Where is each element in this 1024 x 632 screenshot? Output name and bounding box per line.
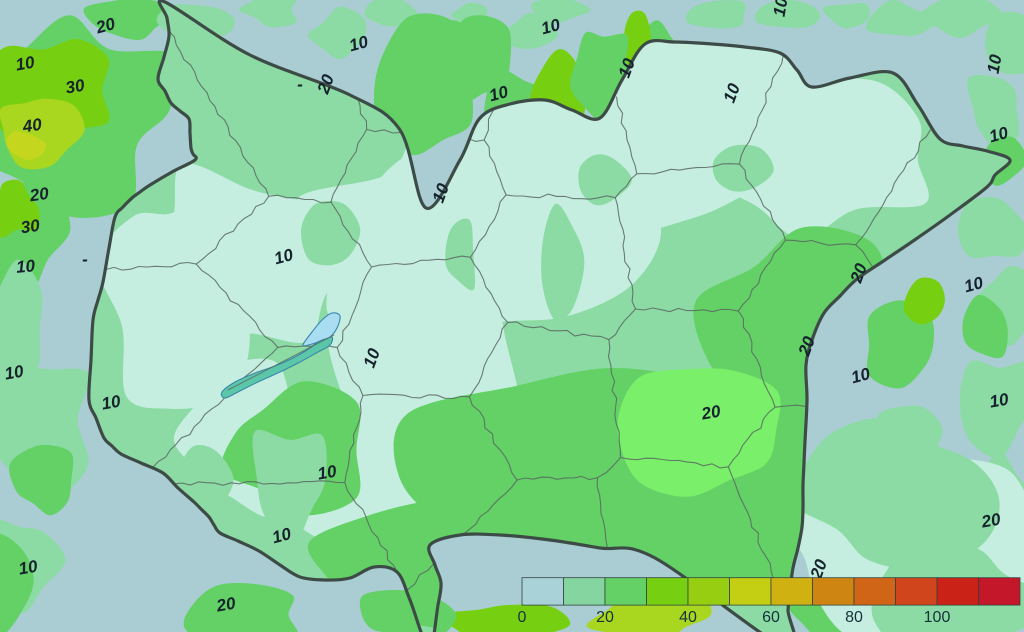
svg-text:100: 100 xyxy=(924,609,951,626)
svg-text:10: 10 xyxy=(770,0,792,18)
svg-text:60: 60 xyxy=(762,609,780,626)
svg-text:20: 20 xyxy=(214,593,237,615)
svg-text:-: - xyxy=(297,75,303,94)
svg-text:30: 30 xyxy=(64,75,86,97)
svg-text:10: 10 xyxy=(984,53,1006,75)
svg-text:20: 20 xyxy=(699,401,722,423)
svg-text:10: 10 xyxy=(316,461,338,483)
svg-text:10: 10 xyxy=(14,52,36,74)
svg-text:40: 40 xyxy=(21,115,44,137)
svg-text:20: 20 xyxy=(596,609,614,626)
svg-text:30: 30 xyxy=(20,216,42,238)
svg-text:10: 10 xyxy=(988,389,1010,411)
svg-text:10: 10 xyxy=(17,556,39,578)
svg-text:20: 20 xyxy=(28,184,51,206)
svg-text:-: - xyxy=(82,250,88,269)
svg-text:0: 0 xyxy=(518,609,527,626)
svg-text:10: 10 xyxy=(3,361,25,383)
svg-text:20: 20 xyxy=(979,509,1002,531)
svg-text:80: 80 xyxy=(845,609,863,626)
svg-text:10: 10 xyxy=(15,256,36,277)
svg-text:40: 40 xyxy=(679,609,697,626)
svg-text:10: 10 xyxy=(100,391,122,413)
